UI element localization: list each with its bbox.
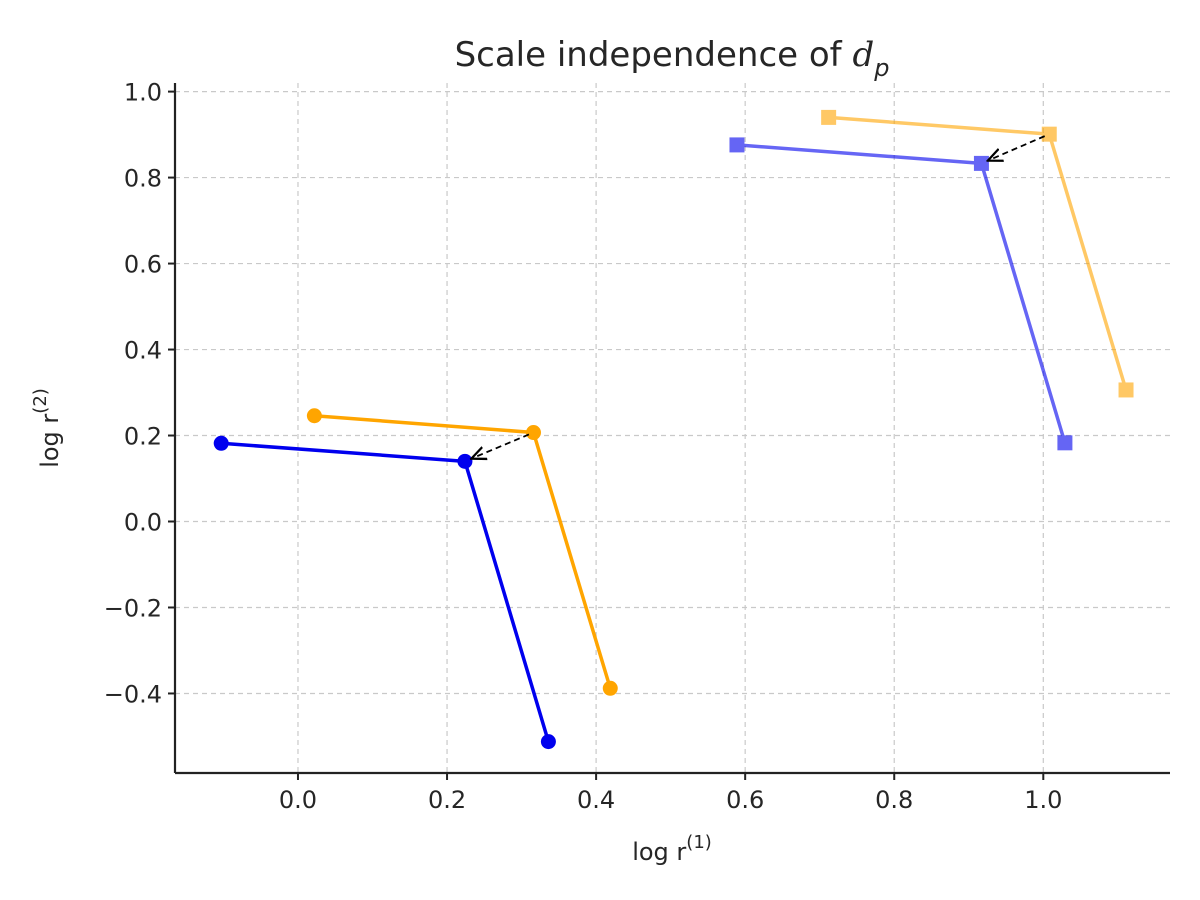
axes-layer: 0.0 0.2 0.4 0.6 0.8 1.0 −0.4 −0.2 0.0 0.2 0.4 0.6 0.… xyxy=(104,79,1170,814)
y-tick-label: −0.4 xyxy=(104,680,162,708)
x-axis-label: log r(1) xyxy=(632,832,712,866)
y-tick-label: 0.2 xyxy=(124,423,162,451)
x-tick-label: 0.0 xyxy=(279,786,317,814)
series-line xyxy=(736,143,1067,444)
x-axis-label-superscript: (1) xyxy=(686,832,712,853)
data-point xyxy=(729,137,745,153)
data-point xyxy=(457,453,473,469)
series-orange-circles xyxy=(306,408,618,696)
y-axis-label-superscript: (2) xyxy=(30,388,51,414)
title-subscript: p xyxy=(873,54,889,82)
x-tick-label: 0.8 xyxy=(875,786,913,814)
data-point xyxy=(602,680,618,696)
data-point xyxy=(1057,435,1073,451)
data-point xyxy=(1041,126,1057,142)
data-point xyxy=(213,435,229,451)
series-line xyxy=(221,441,551,743)
data-point xyxy=(306,408,322,424)
data-point xyxy=(540,734,556,750)
grid-layer xyxy=(175,83,1170,773)
data-point xyxy=(525,425,541,441)
x-tick-label: 0.2 xyxy=(428,786,466,814)
data-point xyxy=(821,109,837,125)
data-point xyxy=(973,155,989,171)
series-layer xyxy=(213,109,1134,750)
x-tick-label: 0.6 xyxy=(726,786,764,814)
y-tick-label: 0.6 xyxy=(124,251,162,279)
shift-arrow xyxy=(471,433,530,458)
title-italic-d: d xyxy=(852,35,874,75)
shift-arrow xyxy=(988,135,1046,160)
y-tick-label: 0.0 xyxy=(124,509,162,537)
series-blue-circles xyxy=(213,435,556,750)
data-point xyxy=(1118,382,1134,398)
y-tick-label: −0.2 xyxy=(104,594,162,622)
y-axis-label: log r(2) xyxy=(30,388,64,468)
x-tick-label: 0.4 xyxy=(577,786,615,814)
y-tick-label: 0.8 xyxy=(124,165,162,193)
y-tick-label: 1.0 xyxy=(124,79,162,107)
chart-title: Scale independence of dp xyxy=(455,35,890,82)
series-blue-squares xyxy=(729,137,1073,451)
arrow-layer xyxy=(471,135,1046,458)
y-tick-label: 0.4 xyxy=(124,337,162,365)
x-tick-label: 1.0 xyxy=(1024,786,1062,814)
series-orange-squares xyxy=(821,109,1134,398)
